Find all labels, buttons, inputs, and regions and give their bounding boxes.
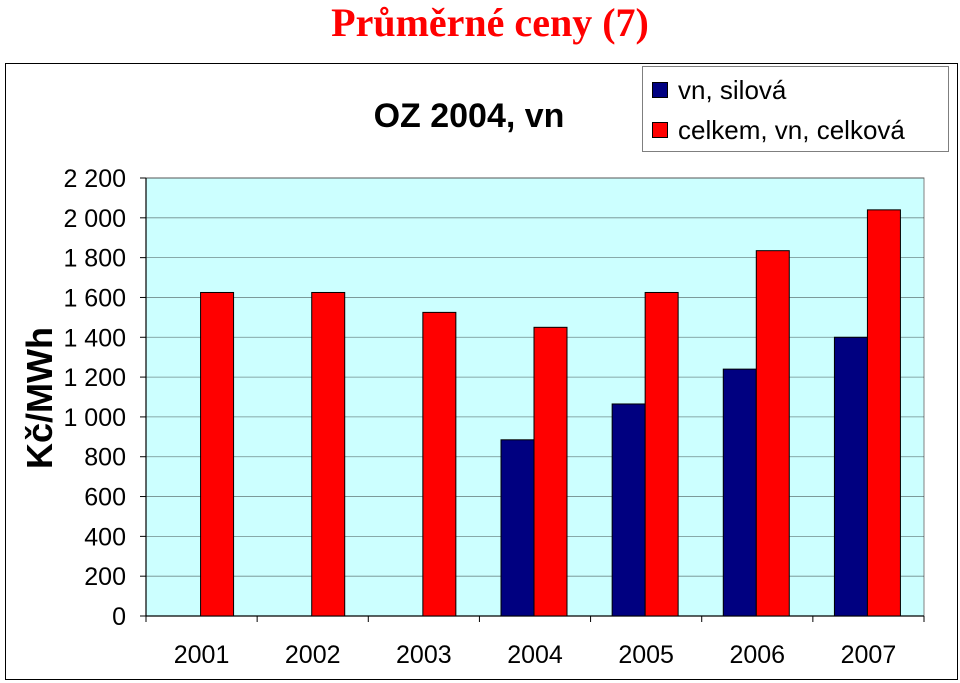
y-tick-label: 1 800: [63, 245, 126, 273]
bar-vn-silova: [500, 439, 535, 617]
bar-vn-silova: [611, 403, 646, 617]
x-tick-label: 2001: [174, 641, 230, 669]
y-tick-label: 600: [84, 484, 126, 512]
y-tick-label: 2 000: [63, 205, 126, 233]
x-tick-label: 2003: [396, 641, 452, 669]
bar-vn-silova: [722, 368, 757, 617]
legend: vn, silová celkem, vn, celková: [642, 66, 949, 152]
chart-frame: [5, 63, 958, 680]
legend-item-celkova: celkem, vn, celková: [652, 112, 905, 148]
y-tick-label: 1 600: [63, 284, 126, 312]
bar-celkem-vn-celkova: [422, 311, 457, 617]
bar-celkem-vn-celkova: [200, 291, 235, 617]
bar-celkem-vn-celkova: [644, 291, 679, 617]
y-tick-label: 2 200: [63, 165, 126, 193]
chart-title: OZ 2004, vn: [374, 97, 565, 135]
bar-celkem-vn-celkova: [866, 209, 901, 617]
y-tick-label: 1 000: [63, 404, 126, 432]
legend-swatch-celkova: [652, 122, 668, 138]
legend-item-silova: vn, silová: [652, 72, 786, 108]
legend-label-celkova: celkem, vn, celková: [678, 114, 905, 145]
x-tick-label: 2002: [285, 641, 341, 669]
x-tick-label: 2007: [841, 641, 897, 669]
x-tick-label: 2004: [507, 641, 563, 669]
y-tick-label: 1 200: [63, 364, 126, 392]
y-axis-label: Kč/MWh: [19, 327, 60, 469]
bar-celkem-vn-celkova: [311, 291, 346, 617]
x-tick-label: 2005: [618, 641, 674, 669]
y-tick-label: 1 400: [63, 324, 126, 352]
bar-vn-silova: [833, 336, 868, 617]
legend-label-silova: vn, silová: [678, 74, 787, 105]
bar-celkem-vn-celkova: [755, 250, 790, 617]
page-title: Průměrné ceny (7): [331, 0, 649, 45]
y-tick-label: 0: [112, 603, 126, 631]
y-tick-label: 200: [84, 563, 126, 591]
y-tick-label: 400: [84, 523, 126, 551]
x-tick-label: 2006: [729, 641, 785, 669]
bar-celkem-vn-celkova: [533, 326, 568, 617]
y-tick-label: 800: [84, 444, 126, 472]
legend-swatch-silova: [652, 82, 668, 98]
